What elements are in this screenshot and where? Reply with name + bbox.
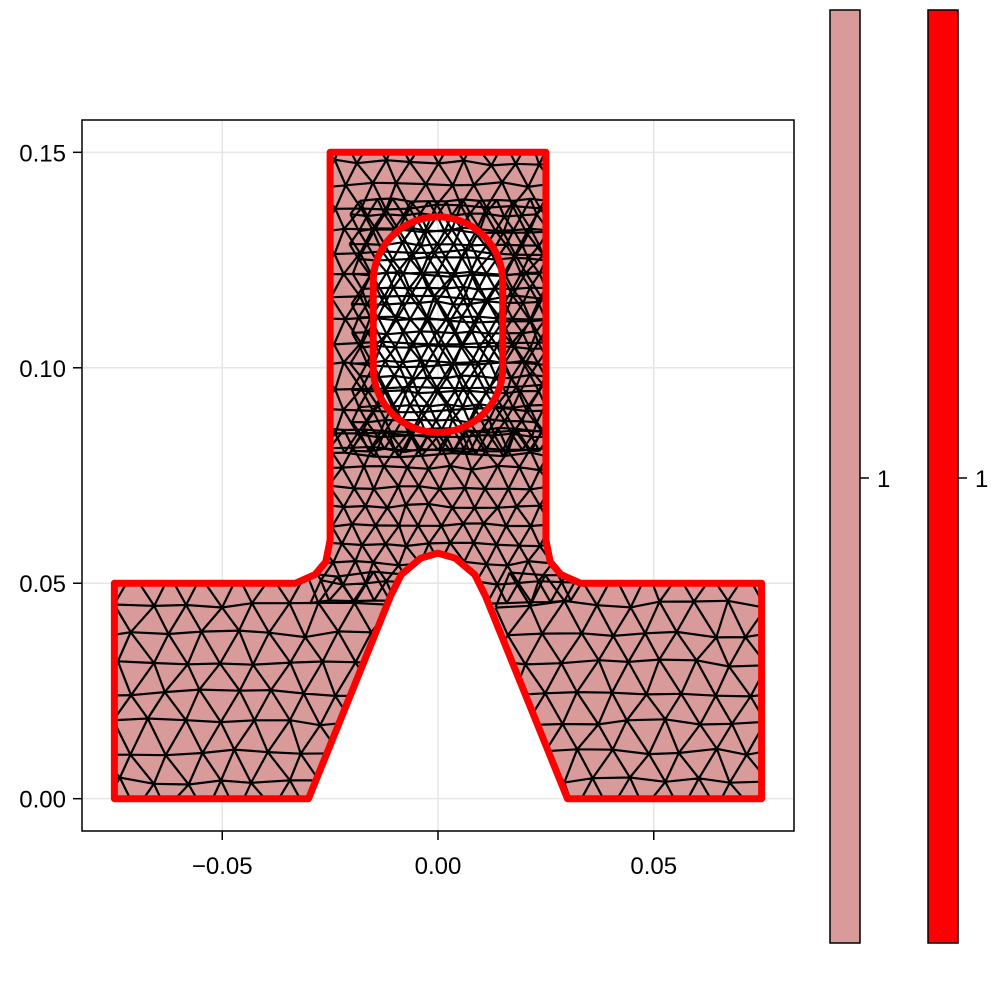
colorbar-boundary-bar [927, 9, 959, 944]
y-axis: 0.00 0.05 0.10 0.15 [19, 140, 82, 814]
x-tick-label: −0.05 [192, 853, 253, 880]
domain-fill [114, 152, 762, 799]
colorbar-boundary: 1 [927, 9, 988, 944]
hole-boundary [369, 213, 507, 436]
x-axis: −0.05 0.00 0.05 [192, 831, 677, 880]
y-tick-label: 0.00 [19, 787, 66, 814]
outer-boundary [110, 148, 766, 803]
mesh-region [489, 570, 762, 799]
colorbar-fill-bar [829, 9, 861, 944]
colorbar-fill-tick-label: 1 [877, 466, 890, 493]
plot-area [110, 148, 766, 803]
y-tick-label: 0.05 [19, 571, 66, 598]
colorbar-fill: 1 [829, 9, 890, 944]
colorbar-boundary-tick-label: 1 [975, 466, 988, 493]
x-tick-label: 0.00 [415, 853, 462, 880]
x-tick-label: 0.05 [630, 853, 677, 880]
y-tick-label: 0.15 [19, 140, 66, 167]
y-tick-label: 0.10 [19, 356, 66, 383]
